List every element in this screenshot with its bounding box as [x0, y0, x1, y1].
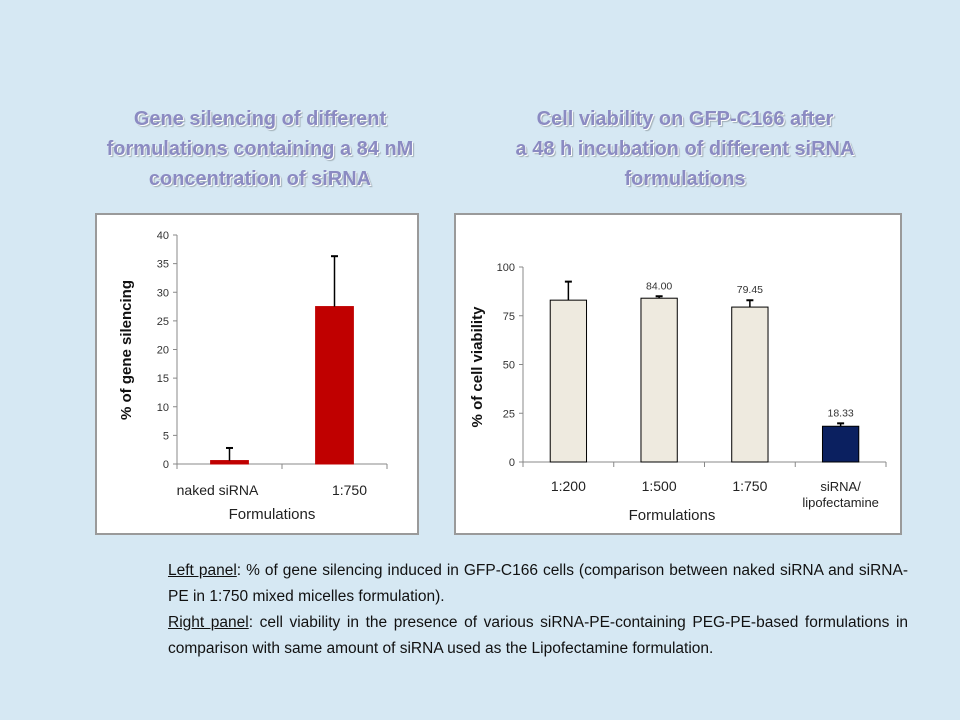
y-tick-label: 75	[503, 311, 515, 323]
left-title-line-1: Gene silencing of different	[133, 108, 387, 130]
x-category-label: 1:200	[551, 478, 586, 494]
caption-left-paragraph: Left panel: % of gene silencing induced …	[168, 558, 908, 610]
y-tick-label: 20	[157, 345, 169, 357]
bar	[821, 425, 860, 463]
y-tick-label: 5	[163, 430, 169, 442]
caption-right-paragraph: Right panel: cell viability in the prese…	[168, 610, 908, 662]
x-category-label: 1:750	[332, 482, 367, 498]
caption-right-text: : cell viability in the presence of vari…	[168, 614, 909, 657]
y-axis-title: % of gene silencing	[118, 280, 135, 420]
x-category-label: lipofectamine	[802, 495, 879, 510]
y-tick-label: 35	[157, 259, 169, 271]
x-category-label: naked siRNA	[177, 482, 259, 498]
caption-left-text: : % of gene silencing induced in GFP-C16…	[168, 562, 908, 605]
right-title-line-3: formulations	[624, 168, 746, 190]
plot-area	[177, 235, 387, 464]
caption-left-label: Left panel	[168, 562, 237, 579]
y-tick-label: 10	[157, 402, 169, 414]
cell-viability-chart: 0 25 50 75 100 1:200 84.00 1:500 79.45 1:750 18.33…	[469, 262, 887, 524]
caption-right-label: Right panel	[168, 614, 249, 631]
data-label: 18.33	[827, 407, 853, 419]
left-chart-title: Gene silencing of different formulations…	[60, 104, 460, 194]
bar	[210, 460, 249, 465]
bar	[731, 306, 769, 463]
y-tick-label: 100	[497, 262, 515, 274]
y-tick-label: 25	[157, 316, 169, 328]
y-tick-label: 15	[157, 373, 169, 385]
x-axis-title: Formulations	[629, 507, 716, 524]
bar	[315, 306, 354, 465]
y-tick-label: 50	[503, 360, 515, 372]
left-title-line-3: concentration of siRNA	[148, 168, 372, 190]
left-title-line-2: formulations containing a 84 nM	[106, 138, 414, 160]
y-tick-label: 25	[503, 408, 515, 420]
right-chart-panel: 0 25 50 75 100 1:200 84.00 1:500 79.45 1:750 18.33…	[454, 213, 902, 535]
y-tick-label: 30	[157, 287, 169, 299]
data-label: 84.00	[646, 280, 672, 292]
y-tick-label: 0	[163, 459, 169, 471]
y-tick-label: 0	[509, 457, 515, 469]
data-label: 79.45	[737, 284, 763, 296]
figure-caption: Left panel: % of gene silencing induced …	[168, 558, 908, 662]
x-axis-title: Formulations	[229, 506, 316, 523]
gene-silencing-chart: 0 5 10 15 20 25 30 35 40 naked siRNA 1:750 Formulat…	[118, 230, 388, 523]
x-category-label: 1:750	[732, 478, 767, 494]
bar	[640, 297, 678, 463]
bar	[549, 299, 588, 463]
right-title-line-1: Cell viability on GFP-C166 after	[536, 108, 834, 130]
y-tick-label: 40	[157, 230, 169, 242]
x-category-label: siRNA/	[820, 479, 861, 494]
right-chart-title: Cell viability on GFP-C166 after a 48 h …	[455, 104, 915, 194]
x-category-label: 1:500	[642, 478, 677, 494]
y-axis-title: % of cell viability	[469, 306, 486, 428]
left-chart-panel: 0 5 10 15 20 25 30 35 40 naked siRNA 1:750 Formulat…	[95, 213, 419, 535]
right-title-line-2: a 48 h incubation of different siRNA	[515, 138, 855, 160]
